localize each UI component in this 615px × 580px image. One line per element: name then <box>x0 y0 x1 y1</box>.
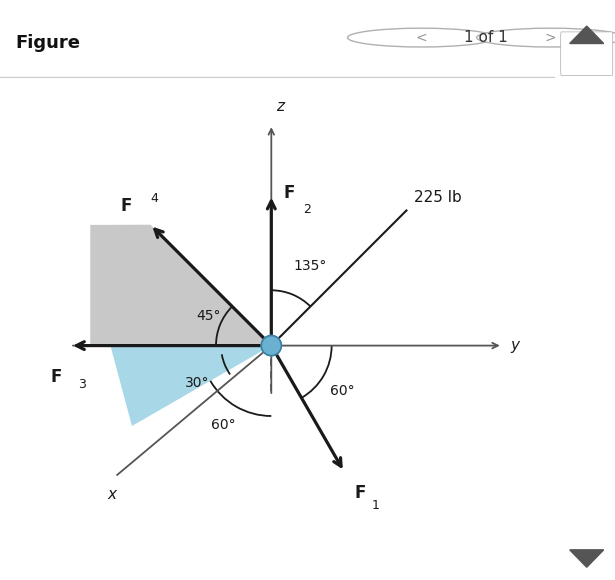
Text: 4: 4 <box>151 191 158 205</box>
Text: F: F <box>354 484 366 502</box>
Circle shape <box>261 336 282 356</box>
Text: 1 of 1: 1 of 1 <box>464 30 508 45</box>
Text: >: > <box>545 31 556 45</box>
Text: 2: 2 <box>303 203 311 216</box>
Circle shape <box>477 28 615 47</box>
Text: x: x <box>108 487 117 502</box>
Text: 60°: 60° <box>211 418 236 432</box>
Text: F: F <box>50 368 62 386</box>
Text: y: y <box>510 338 520 353</box>
FancyBboxPatch shape <box>561 32 613 75</box>
Text: 45°: 45° <box>196 310 220 324</box>
Polygon shape <box>569 26 604 44</box>
Text: F: F <box>284 184 295 202</box>
Polygon shape <box>90 224 271 346</box>
Text: z: z <box>276 99 284 114</box>
Polygon shape <box>110 346 271 426</box>
Text: Figure: Figure <box>15 34 81 52</box>
Text: <: < <box>416 31 427 45</box>
Text: 60°: 60° <box>330 384 354 398</box>
Text: 1: 1 <box>371 499 379 512</box>
Text: F: F <box>121 197 132 215</box>
Text: 3: 3 <box>78 378 86 391</box>
Circle shape <box>347 28 495 47</box>
Polygon shape <box>569 550 604 567</box>
Text: 135°: 135° <box>293 259 327 273</box>
Text: 225 lb: 225 lb <box>415 190 462 205</box>
Text: 30°: 30° <box>184 376 209 390</box>
